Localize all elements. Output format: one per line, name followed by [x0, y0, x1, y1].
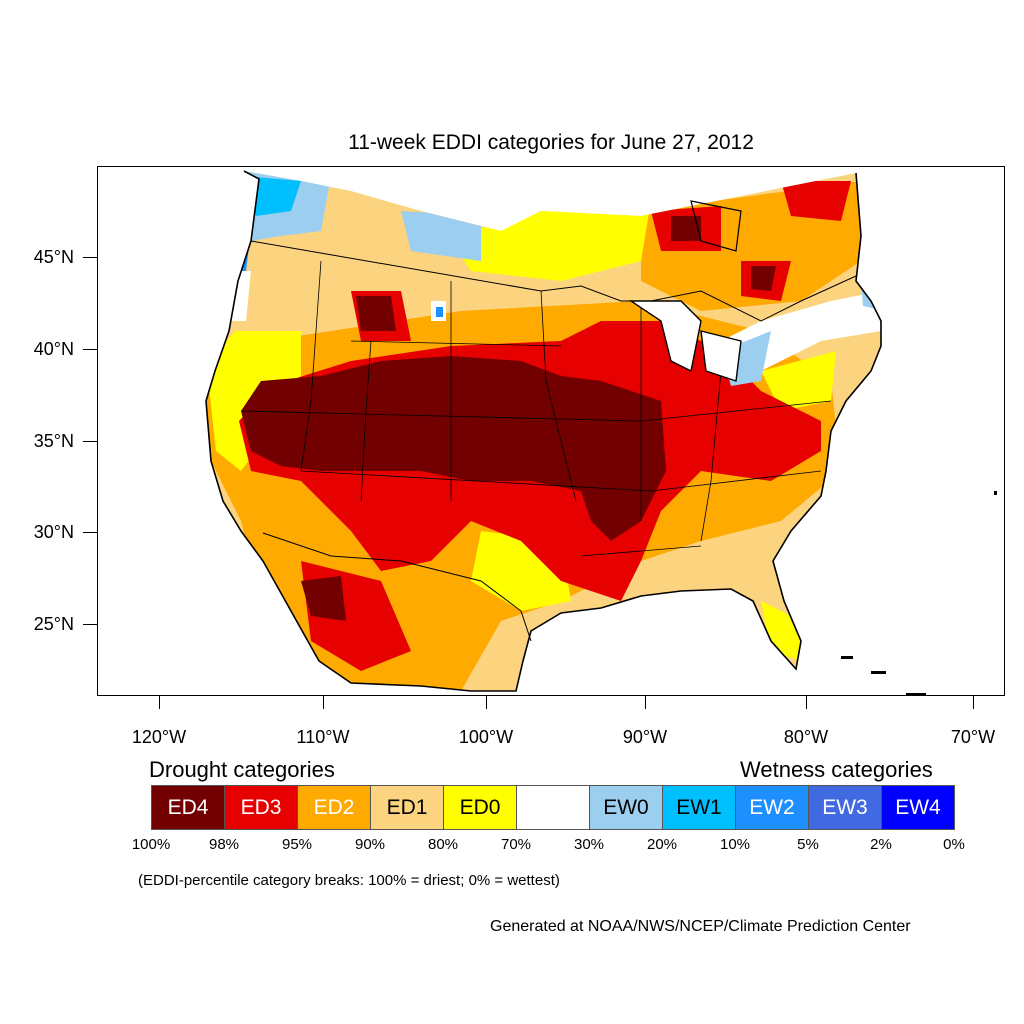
lat-label-35n: 35°N — [33, 431, 74, 451]
percentile-label: 2% — [870, 836, 892, 853]
state-borders — [240, 260, 832, 557]
credit-line: Generated at NOAA/NWS/NCEP/Climate Predi… — [490, 918, 911, 935]
lon-tick — [159, 696, 160, 709]
legend-box-normal — [516, 785, 590, 830]
map-panel — [97, 166, 1005, 696]
legend-box-ew3: EW3 — [808, 785, 882, 830]
lon-label-120w: 120°W — [131, 727, 187, 747]
eddi-field — [206, 171, 881, 691]
percentile-label: 90% — [354, 836, 386, 853]
lon-label-110w: 110°W — [296, 727, 350, 747]
legend-box-ed2: ED2 — [297, 785, 371, 830]
percentile-label: 30% — [573, 836, 605, 853]
percentile-label: 100% — [131, 836, 171, 853]
percentile-label: 70% — [500, 836, 532, 853]
caribbean-islands — [841, 491, 997, 695]
category-note: (EDDI-percentile category breaks: 100% =… — [138, 872, 560, 889]
percentile-label: 10% — [719, 836, 751, 853]
percentile-label: 95% — [281, 836, 313, 853]
wetness-heading: Wetness categories — [740, 757, 933, 782]
lat-tick — [83, 624, 97, 625]
lon-tick — [806, 696, 807, 709]
legend-box-ew4: EW4 — [881, 785, 955, 830]
eddi-map — [205, 170, 997, 695]
legend-box-ew1: EW1 — [662, 785, 736, 830]
lon-tick — [645, 696, 646, 709]
percentile-label: 98% — [208, 836, 240, 853]
legend-box-ew0: EW0 — [589, 785, 663, 830]
legend-box-ed4: ED4 — [151, 785, 225, 830]
percentile-label: 5% — [797, 836, 819, 853]
legend-box-ed0: ED0 — [443, 785, 517, 830]
lon-tick — [323, 696, 324, 709]
lon-label-100w: 100°W — [458, 727, 514, 747]
lat-label-40n: 40°N — [33, 339, 74, 359]
legend-box-ed1: ED1 — [370, 785, 444, 830]
legend-box-ew2: EW2 — [735, 785, 809, 830]
percentile-label: 80% — [427, 836, 459, 853]
lat-label-30n: 30°N — [33, 522, 74, 542]
lon-label-80w: 80°W — [783, 727, 829, 747]
lon-tick — [973, 696, 974, 709]
lat-label-45n: 45°N — [33, 247, 74, 267]
lat-tick — [83, 349, 97, 350]
drought-heading: Drought categories — [149, 757, 335, 782]
lat-tick — [83, 441, 97, 442]
lat-label-25n: 25°N — [33, 614, 74, 634]
map-title: 11-week EDDI categories for June 27, 201… — [348, 131, 754, 154]
lat-tick — [83, 532, 97, 533]
lat-tick — [83, 257, 97, 258]
percentile-label: 20% — [646, 836, 678, 853]
percentile-label: 0% — [943, 836, 965, 853]
lon-label-90w: 90°W — [622, 727, 668, 747]
lon-label-70w: 70°W — [950, 727, 996, 747]
lon-tick — [486, 696, 487, 709]
legend-box-ed3: ED3 — [224, 785, 298, 830]
